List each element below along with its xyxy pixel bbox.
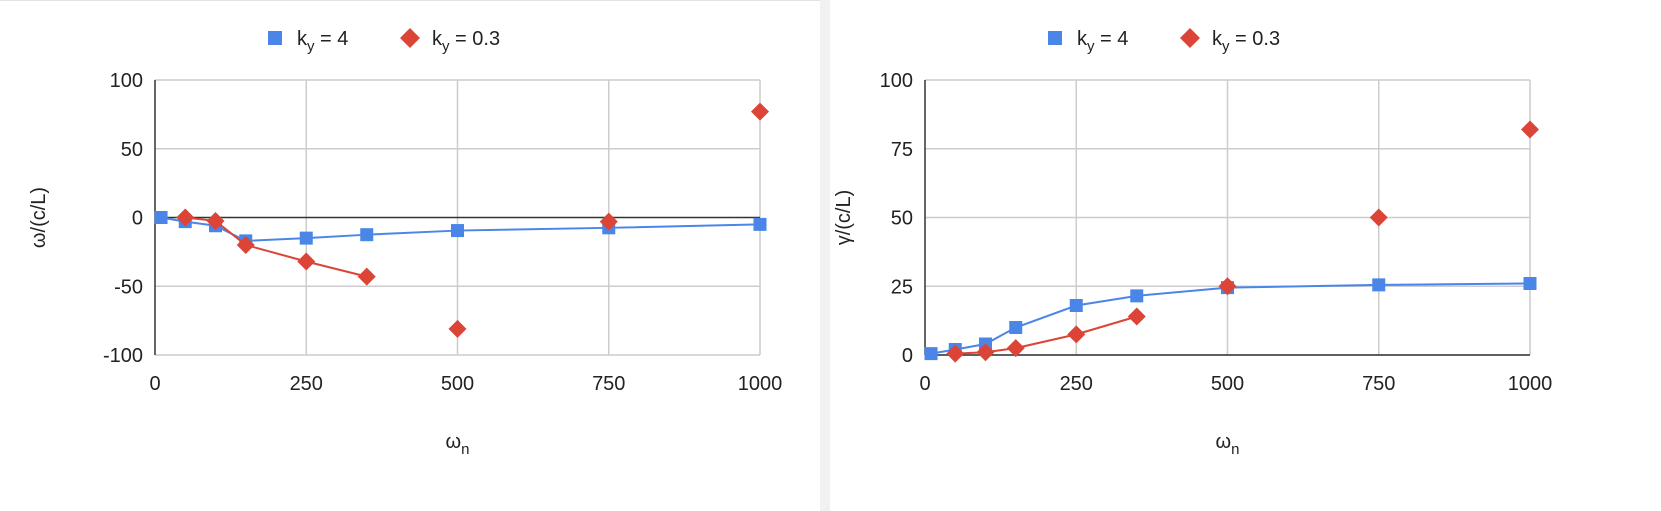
gridlines	[155, 79, 761, 356]
x-tick-label: 250	[290, 373, 323, 395]
y-tick-label: -100	[103, 345, 143, 367]
series-2	[176, 102, 769, 338]
x-tick-label: 250	[1060, 373, 1093, 395]
data-point-square	[924, 347, 938, 361]
y-tick-label: 50	[891, 208, 913, 230]
x-tick-label: 0	[919, 373, 930, 395]
data-point-diamond	[297, 252, 316, 271]
data-point-diamond	[599, 212, 618, 231]
y-tick-label: 0	[902, 345, 913, 367]
legend-label: ky = 0.3	[1212, 28, 1280, 55]
data-point-square	[1372, 278, 1386, 292]
legend-marker-square	[268, 31, 282, 45]
legend-item-1: ky = 4	[268, 28, 348, 55]
data-point-diamond	[1521, 120, 1539, 139]
data-point-diamond	[448, 319, 467, 338]
data-point-square	[154, 211, 168, 224]
data-point-square	[753, 217, 767, 231]
x-tick-label: 1000	[1508, 373, 1553, 395]
data-point-diamond	[1218, 277, 1237, 296]
gridlines	[925, 79, 1531, 356]
x-tick-label: 1000	[738, 373, 783, 395]
y-axis-title: γ/(c/L)	[833, 190, 855, 246]
y-tick-label: 50	[121, 139, 143, 161]
legend-marker-diamond	[1180, 28, 1200, 48]
x-tick-label: 500	[441, 373, 474, 395]
y-tick-label: 0	[132, 208, 143, 230]
data-point-square	[1009, 321, 1023, 334]
x-axis-title: ωn	[1216, 431, 1240, 458]
legend-label: ky = 4	[1077, 28, 1128, 55]
data-point-diamond	[946, 344, 965, 363]
legend-item-1: ky = 4	[1048, 28, 1128, 55]
y-tick-label: -50	[114, 276, 143, 298]
data-point-diamond	[976, 343, 995, 362]
x-tick-label: 750	[592, 373, 625, 395]
chart-panel-left: 100 50 0 -50 -100 0 250 500 750 1000 ωn ω/(c/L) ky =…	[0, 0, 820, 511]
legend-marker-diamond	[400, 28, 420, 48]
data-point-square	[451, 224, 464, 238]
x-axis-title: ωn	[446, 431, 470, 458]
x-tick-label: 0	[149, 373, 160, 395]
y-tick-label: 75	[891, 139, 913, 161]
data-point-diamond	[176, 208, 195, 227]
data-point-square	[1523, 277, 1537, 290]
data-point-diamond	[1369, 208, 1388, 227]
legend-marker-square	[1048, 31, 1062, 45]
y-tick-label: 100	[110, 70, 143, 92]
data-point-diamond	[206, 211, 225, 230]
legend-item-2: ky = 0.3	[400, 28, 500, 55]
x-tick-label: 500	[1211, 373, 1244, 395]
y-tick-label: 100	[880, 70, 913, 92]
panel-top-border	[0, 0, 820, 1]
data-point-square	[1069, 299, 1083, 312]
data-point-diamond	[1067, 325, 1086, 344]
data-point-diamond	[236, 236, 255, 254]
data-point-diamond	[751, 102, 769, 121]
y-axis-title: ω/(c/L)	[28, 187, 50, 248]
data-point-square	[299, 231, 313, 245]
series-2	[946, 120, 1539, 363]
data-point-diamond	[1006, 339, 1025, 358]
data-point-square	[1130, 289, 1144, 303]
data-point-square	[360, 228, 374, 242]
legend-item-2: ky = 0.3	[1180, 28, 1280, 55]
data-point-diamond	[357, 267, 376, 286]
panel-divider	[820, 0, 830, 511]
legend-label: ky = 4	[297, 28, 348, 55]
legend-label: ky = 0.3	[432, 28, 500, 55]
data-point-diamond	[1127, 307, 1146, 326]
x-tick-label: 750	[1362, 373, 1395, 395]
y-tick-label: 25	[891, 276, 913, 298]
